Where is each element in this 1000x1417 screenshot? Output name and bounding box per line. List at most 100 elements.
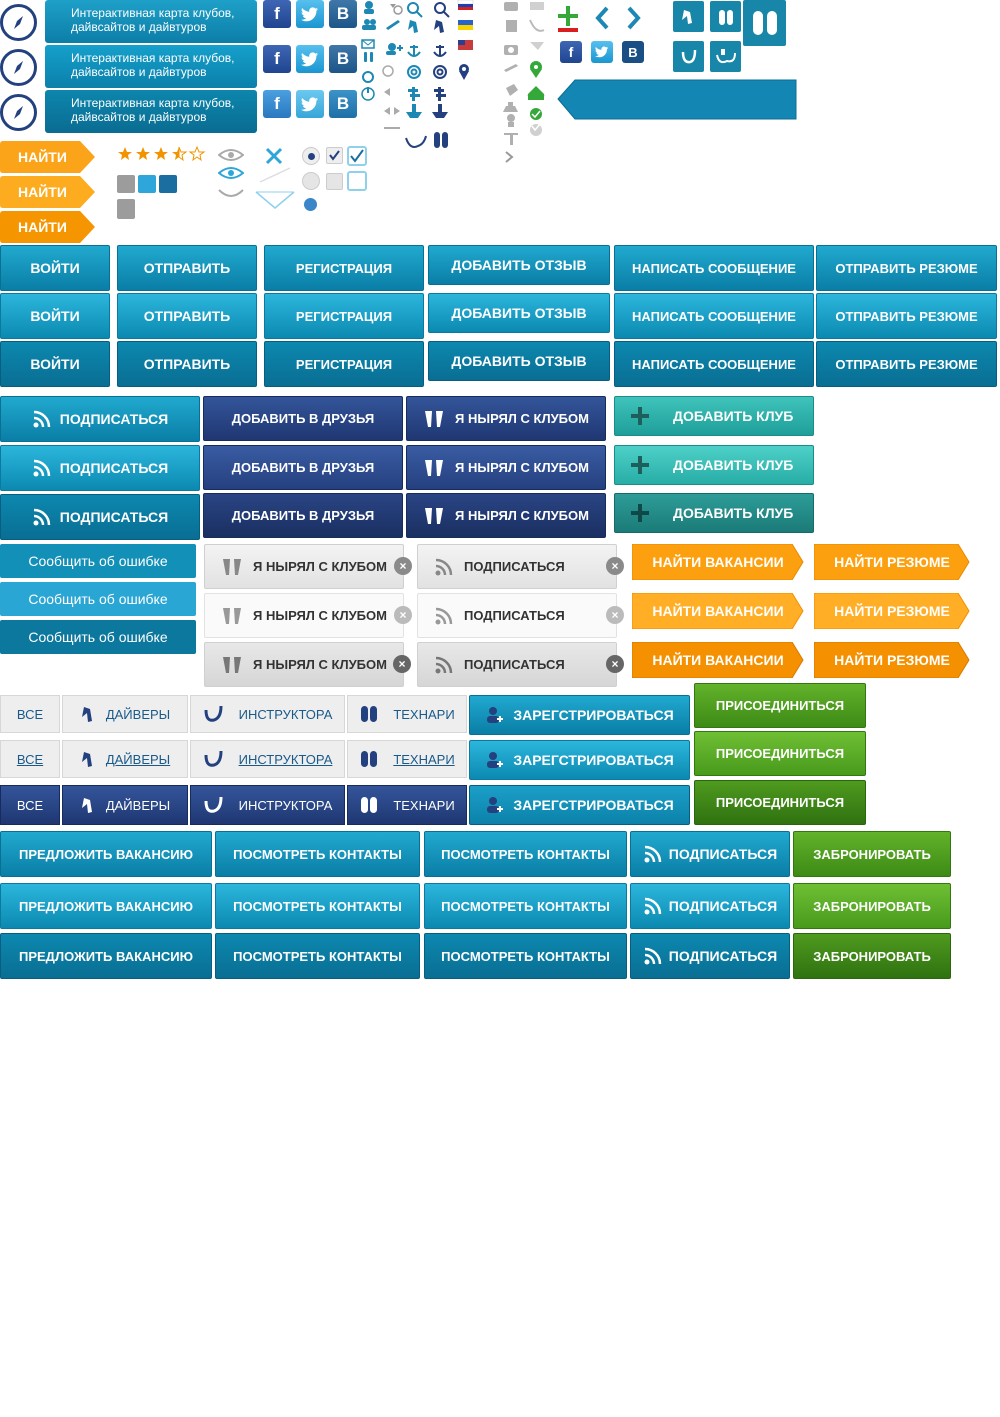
facebook-icon[interactable]: f: [263, 90, 291, 118]
dived-with-club-button[interactable]: Я НЫРЯЛ С КЛУБОМ: [406, 445, 606, 490]
view-contacts-button[interactable]: ПОСМОТРЕТЬ КОНТАКТЫ: [215, 883, 420, 929]
send-button[interactable]: ОТПРАВИТЬ: [117, 293, 257, 339]
add-club-button[interactable]: ДОБАВИТЬ КЛУБ: [614, 445, 814, 485]
find-button[interactable]: НАЙТИ: [0, 176, 96, 208]
dived-with-club-chip[interactable]: Я НЫРЯЛ С КЛУБОМ: [204, 544, 404, 589]
report-error-button[interactable]: Сообщить об ошибке: [0, 544, 196, 578]
send-resume-button[interactable]: ОТПРАВИТЬ РЕЗЮМЕ: [816, 245, 997, 291]
twitter-icon[interactable]: [591, 41, 613, 63]
radio-unchecked[interactable]: [302, 172, 320, 190]
checkbox-unchecked-blue[interactable]: [347, 171, 367, 191]
eye-icon[interactable]: [217, 147, 245, 163]
vk-icon[interactable]: В: [329, 0, 357, 28]
add-review-button[interactable]: ДОБАВИТЬ ОТЗЫВ: [428, 341, 610, 381]
add-review-button[interactable]: ДОБАВИТЬ ОТЗЫВ: [428, 245, 610, 285]
registration-button[interactable]: РЕГИСТРАЦИЯ: [264, 293, 424, 339]
twitter-icon[interactable]: [296, 90, 324, 118]
calendar-icon[interactable]: [117, 175, 135, 193]
view-contacts-button[interactable]: ПОСМОТРЕТЬ КОНТАКТЫ: [215, 933, 420, 979]
find-resume-button[interactable]: НАЙТИ РЕЗЮМЕ: [814, 642, 970, 678]
registration-button[interactable]: РЕГИСТРАЦИЯ: [264, 245, 424, 291]
calendar-icon[interactable]: [117, 199, 135, 219]
eye-icon[interactable]: [217, 165, 245, 181]
checkbox-unchecked[interactable]: [326, 173, 343, 190]
minus-icon[interactable]: [558, 28, 578, 32]
tab-techs[interactable]: ТЕХНАРИ: [347, 695, 467, 733]
calendar-icon[interactable]: [138, 175, 156, 193]
subscribe-button[interactable]: ПОДПИСАТЬСЯ: [630, 933, 790, 979]
tab-techs[interactable]: ТЕХНАРИ: [347, 740, 467, 778]
calendar-icon[interactable]: [159, 175, 177, 193]
add-club-button[interactable]: ДОБАВИТЬ КЛУБ: [614, 493, 814, 533]
radio-checked[interactable]: [302, 147, 320, 165]
vk-icon[interactable]: В: [329, 45, 357, 73]
twitter-icon[interactable]: [296, 45, 324, 73]
tab-all[interactable]: ВСЕ: [0, 785, 60, 825]
tab-techs[interactable]: ТЕХНАРИ: [347, 785, 467, 825]
register-button[interactable]: ЗАРЕГСТРИРОВАТЬСЯ: [469, 740, 690, 780]
tanks-large-icon[interactable]: [743, 0, 786, 46]
subscribe-button[interactable]: ПОДПИСАТЬСЯ: [0, 445, 200, 491]
registration-button[interactable]: РЕГИСТРАЦИЯ: [264, 341, 424, 387]
write-message-button[interactable]: НАПИСАТЬ СООБЩЕНИЕ: [614, 245, 814, 291]
join-button[interactable]: ПРИСОЕДИНИТЬСЯ: [694, 780, 866, 825]
remove-chip-close-icon[interactable]: ×: [394, 606, 412, 624]
book-button[interactable]: ЗАБРОНИРОВАТЬ: [793, 933, 951, 979]
tanks-icon[interactable]: [710, 1, 741, 32]
remove-chip-close-icon[interactable]: ×: [394, 557, 412, 575]
checkbox-checked[interactable]: [326, 147, 343, 164]
compass-icon[interactable]: [0, 49, 37, 86]
send-resume-button[interactable]: ОТПРАВИТЬ РЕЗЮМЕ: [816, 341, 997, 387]
subscribe-chip[interactable]: ПОДПИСАТЬСЯ: [417, 642, 617, 687]
subscribe-chip[interactable]: ПОДПИСАТЬСЯ: [417, 593, 617, 638]
login-button[interactable]: ВОЙТИ: [0, 245, 110, 291]
add-friend-button[interactable]: ДОБАВИТЬ В ДРУЗЬЯ: [203, 493, 403, 538]
tab-instructors[interactable]: ИНСТРУКТОРА: [190, 740, 345, 778]
facebook-icon[interactable]: f: [263, 45, 291, 73]
find-button[interactable]: НАЙТИ: [0, 211, 96, 243]
find-vacancies-button[interactable]: НАЙТИ ВАКАНСИИ: [632, 593, 804, 629]
arrow-banner[interactable]: [557, 79, 797, 120]
write-message-button[interactable]: НАПИСАТЬ СООБЩЕНИЕ: [614, 341, 814, 387]
dived-with-club-button[interactable]: Я НЫРЯЛ С КЛУБОМ: [406, 396, 606, 441]
compass-icon[interactable]: [0, 94, 37, 131]
find-vacancies-button[interactable]: НАЙТИ ВАКАНСИИ: [632, 642, 804, 678]
remove-chip-close-icon[interactable]: ×: [606, 606, 624, 624]
remove-chip-close-icon[interactable]: ×: [606, 557, 624, 575]
subscribe-button[interactable]: ПОДПИСАТЬСЯ: [0, 494, 200, 540]
diver-icon[interactable]: [673, 1, 704, 32]
find-vacancies-button[interactable]: НАЙТИ ВАКАНСИИ: [632, 544, 804, 580]
subscribe-chip[interactable]: ПОДПИСАТЬСЯ: [417, 544, 617, 589]
add-review-button[interactable]: ДОБАВИТЬ ОТЗЫВ: [428, 293, 610, 333]
add-friend-button[interactable]: ДОБАВИТЬ В ДРУЗЬЯ: [203, 396, 403, 441]
remove-chip-close-icon[interactable]: ×: [393, 655, 411, 673]
report-error-button[interactable]: Сообщить об ошибке: [0, 582, 196, 616]
tab-instructors[interactable]: ИНСТРУКТОРА: [190, 695, 345, 733]
add-club-button[interactable]: ДОБАВИТЬ КЛУБ: [614, 396, 814, 436]
tab-all[interactable]: ВСЕ: [0, 740, 60, 778]
radio-dot[interactable]: [304, 198, 317, 211]
send-resume-button[interactable]: ОТПРАВИТЬ РЕЗЮМЕ: [816, 293, 997, 339]
chevron-right-icon[interactable]: [626, 6, 642, 30]
map-banner[interactable]: Интерактивная карта клубов, дайвсайтов и…: [45, 90, 257, 133]
join-button[interactable]: ПРИСОЕДИНИТЬСЯ: [694, 731, 866, 776]
subscribe-button[interactable]: ПОДПИСАТЬСЯ: [630, 883, 790, 929]
dived-with-club-chip[interactable]: Я НЫРЯЛ С КЛУБОМ: [204, 593, 404, 638]
tab-divers[interactable]: ДАЙВЕРЫ: [62, 785, 188, 825]
mask-icon[interactable]: [710, 41, 741, 72]
find-button[interactable]: НАЙТИ: [0, 141, 96, 173]
login-button[interactable]: ВОЙТИ: [0, 293, 110, 339]
add-friend-button[interactable]: ДОБАВИТЬ В ДРУЗЬЯ: [203, 445, 403, 490]
login-button[interactable]: ВОЙТИ: [0, 341, 110, 387]
chevron-left-icon[interactable]: [594, 6, 610, 30]
snorkel-icon[interactable]: [673, 41, 704, 72]
offer-vacancy-button[interactable]: ПРЕДЛОЖИТЬ ВАКАНСИЮ: [0, 831, 212, 877]
facebook-icon[interactable]: f: [263, 0, 291, 28]
tab-all[interactable]: ВСЕ: [0, 695, 60, 733]
dived-with-club-button[interactable]: Я НЫРЯЛ С КЛУБОМ: [406, 493, 606, 538]
view-contacts-button[interactable]: ПОСМОТРЕТЬ КОНТАКТЫ: [424, 831, 627, 877]
map-banner[interactable]: Интерактивная карта клубов, дайвсайтов и…: [45, 45, 257, 88]
offer-vacancy-button[interactable]: ПРЕДЛОЖИТЬ ВАКАНСИЮ: [0, 933, 212, 979]
send-button[interactable]: ОТПРАВИТЬ: [117, 341, 257, 387]
facebook-icon[interactable]: f: [560, 41, 582, 63]
